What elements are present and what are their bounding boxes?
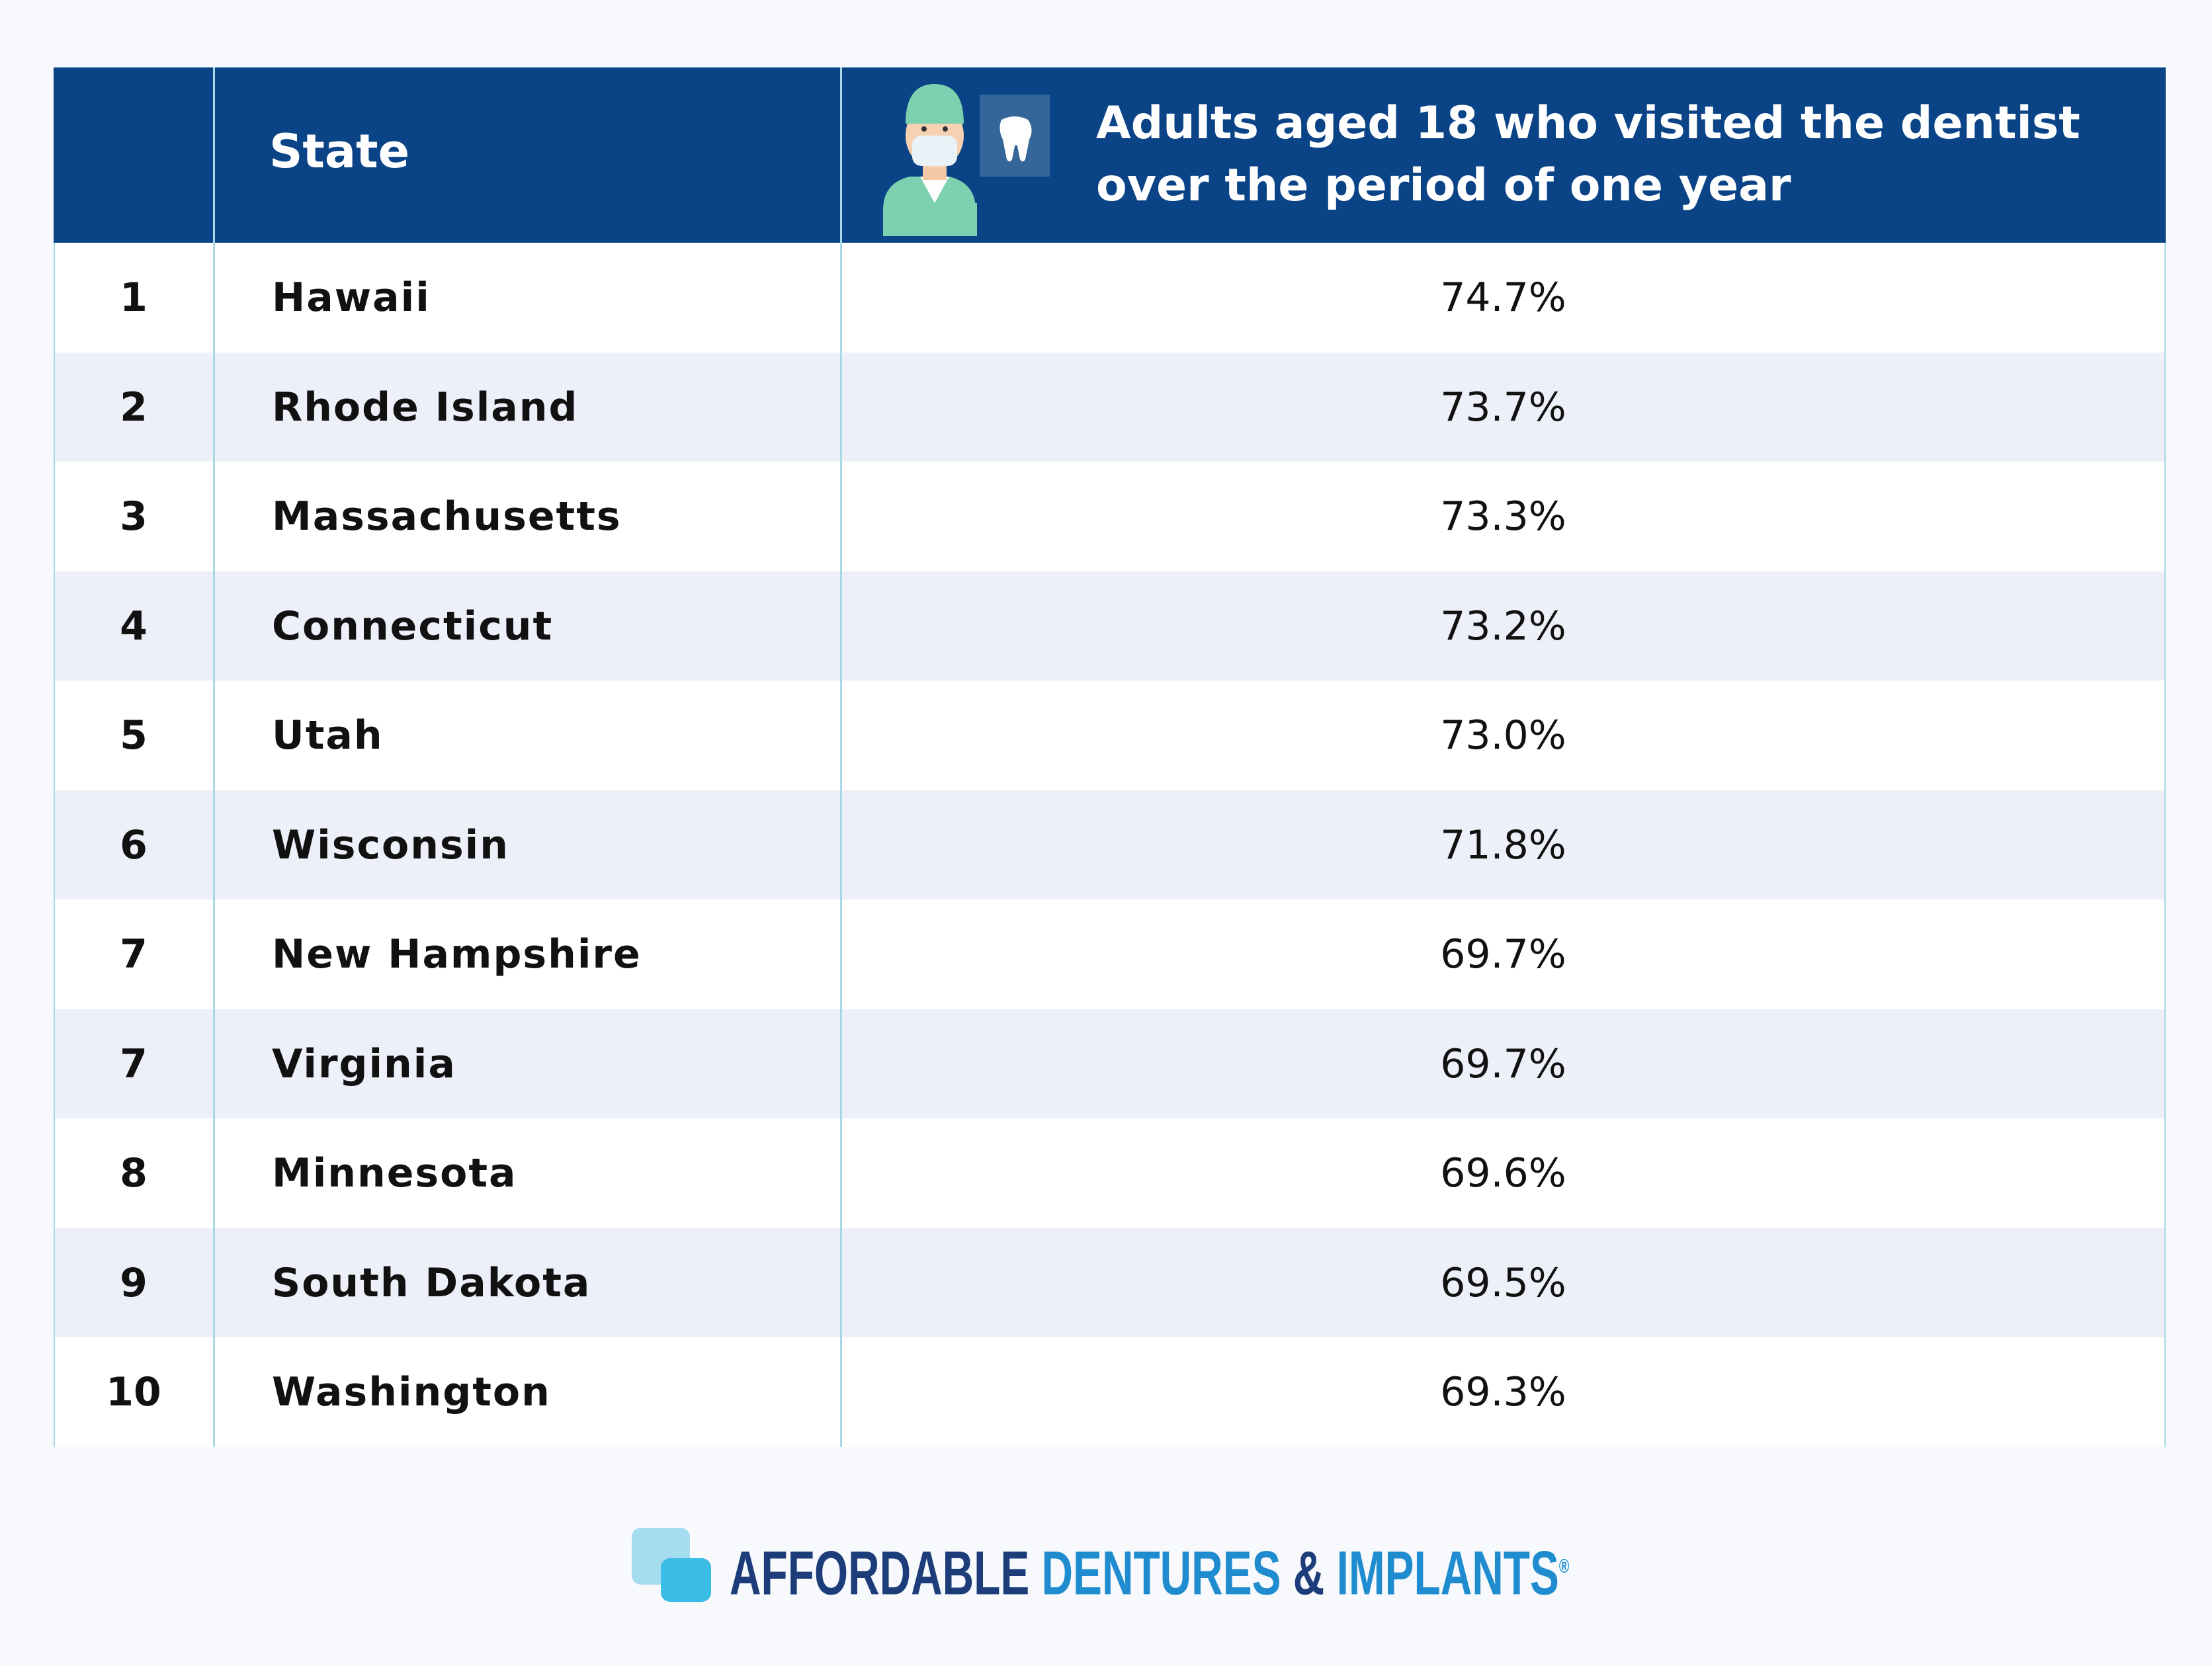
table-row: 5 Utah 73.0% [54,681,2166,790]
value-cell: 73.2% [1440,603,1566,649]
rank-cell: 5 [120,712,148,759]
value-cell: 69.7% [1440,931,1566,978]
table-border [2164,243,2166,1447]
header-metric: Adults aged 18 who visited the dentist o… [1096,97,2080,212]
value-cell: 74.7% [1440,274,1566,321]
value-cell: 69.6% [1440,1150,1566,1196]
logo-word: IMPLANTS [1336,1538,1559,1608]
table-row: 10 Washington 69.3% [54,1337,2166,1447]
rank-cell: 3 [120,493,148,540]
header-state: State [269,124,410,179]
rank-cell: 10 [106,1369,161,1415]
value-cell: 69.7% [1440,1040,1566,1087]
state-cell: Virginia [272,1040,456,1087]
rank-cell: 7 [120,931,148,978]
state-cell: Massachusetts [272,493,622,540]
table-header: State Adults aged 18 who visited the den… [54,67,2166,243]
table-row: 1 Hawaii 74.7% [54,243,2166,353]
value-cell: 69.3% [1440,1369,1566,1415]
value-cell: 73.3% [1440,493,1566,540]
table-row: 2 Rhode Island 73.7% [54,352,2166,462]
state-cell: Minnesota [272,1150,517,1196]
table-row: 9 South Dakota 69.5% [54,1228,2166,1338]
table-row: 7 New Hampshire 69.7% [54,899,2166,1009]
state-cell: Washington [272,1369,551,1415]
state-cell: South Dakota [272,1259,591,1306]
value-cell: 73.0% [1440,712,1566,759]
state-cell: Wisconsin [272,821,509,868]
logo-text: AFFORDABLE DENTURES & IMPLANTS® [730,1530,1569,1609]
table-row: 6 Wisconsin 71.8% [54,790,2166,900]
dentist-icon [883,84,1050,236]
logo-word: AFFORDABLE [730,1538,1030,1608]
state-cell: Hawaii [272,274,431,321]
table-row: 3 Massachusetts 73.3% [54,462,2166,571]
value-cell: 73.7% [1440,384,1566,431]
state-cell: Rhode Island [272,384,579,431]
logo-word: DENTURES [1041,1538,1281,1608]
column-divider [213,67,215,1447]
state-cell: Utah [272,712,384,759]
table-row: 8 Minnesota 69.6% [54,1118,2166,1228]
state-cell: Connecticut [272,603,554,649]
rank-cell: 8 [120,1150,148,1196]
column-divider [840,67,842,1447]
logo-registered: ® [1558,1556,1570,1577]
value-cell: 71.8% [1440,821,1566,868]
rank-cell: 7 [120,1040,148,1087]
table-row: 4 Connecticut 73.2% [54,571,2166,681]
table-row: 7 Virginia 69.7% [54,1009,2166,1119]
logo-word: & [1293,1538,1325,1608]
table-border [54,243,55,1447]
rank-cell: 4 [120,603,148,649]
rank-cell: 2 [120,384,148,431]
rank-cell: 1 [120,274,148,321]
logo-icon [632,1528,711,1602]
rank-cell: 9 [120,1259,148,1306]
rank-cell: 6 [120,821,148,868]
logo: AFFORDABLE DENTURES & IMPLANTS® [632,1528,1597,1607]
state-cell: New Hampshire [272,931,642,978]
value-cell: 69.5% [1440,1259,1566,1306]
